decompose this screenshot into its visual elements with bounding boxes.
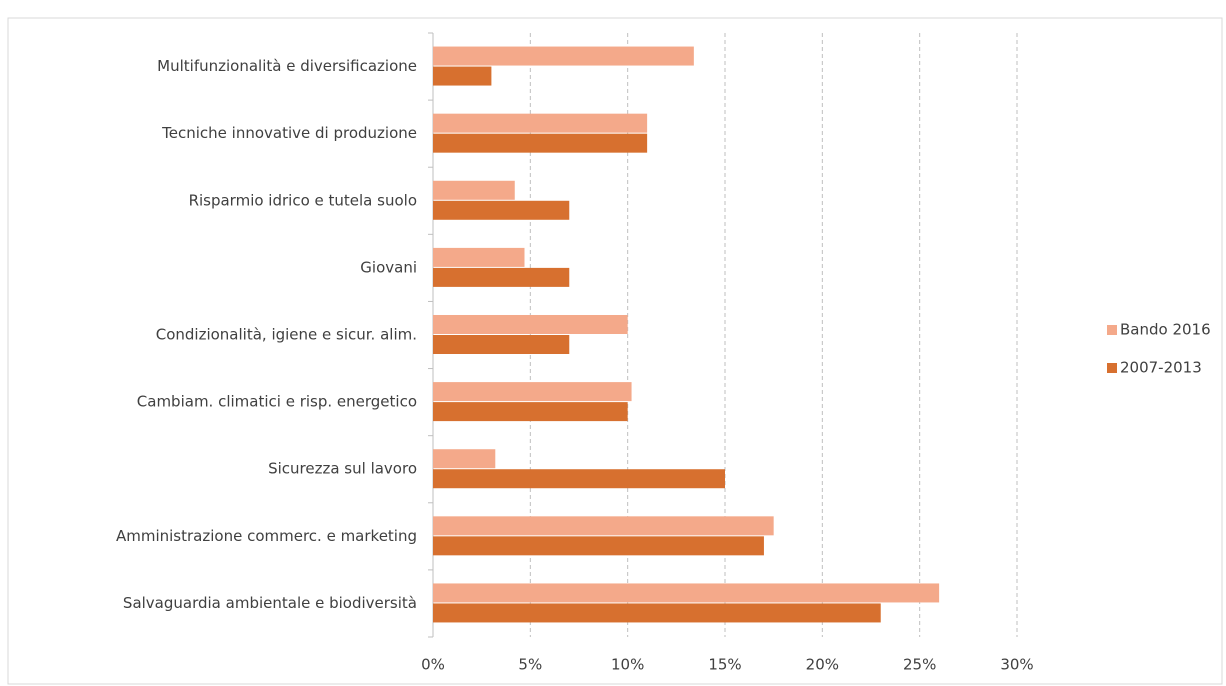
y-tick-label: Giovani — [360, 258, 417, 276]
bar — [433, 247, 525, 267]
legend-label: 2007-2013 — [1120, 359, 1202, 377]
legend-label: Bando 2016 — [1120, 321, 1211, 339]
bar — [433, 113, 648, 133]
bar — [433, 180, 515, 200]
bar — [433, 267, 570, 287]
y-tick-label: Risparmio idrico e tutela suolo — [189, 191, 417, 209]
bar — [433, 449, 496, 469]
y-tick-label: Multifunzionalità e diversificazione — [157, 57, 417, 75]
bar — [433, 66, 492, 86]
bar — [433, 402, 628, 422]
x-tick-label: 25% — [903, 656, 936, 674]
legend-swatch — [1107, 363, 1117, 373]
x-tick-label: 30% — [1000, 656, 1033, 674]
bar — [433, 516, 774, 536]
x-tick-label: 20% — [806, 656, 839, 674]
y-tick-label: Salvaguardia ambientale e biodiversità — [123, 594, 417, 612]
y-tick-label: Amministrazione commerc. e marketing — [116, 527, 417, 545]
bar — [433, 382, 632, 402]
y-tick-label: Sicurezza sul lavoro — [268, 460, 417, 478]
bar — [433, 133, 648, 153]
y-tick-label: Tecniche innovative di produzione — [161, 124, 417, 142]
bar — [433, 46, 694, 66]
x-tick-label: 10% — [611, 656, 644, 674]
bar — [433, 335, 570, 354]
x-tick-label: 0% — [421, 656, 445, 674]
x-tick-label: 15% — [708, 656, 741, 674]
bar — [433, 469, 725, 489]
x-tick-label: 5% — [518, 656, 542, 674]
bar — [433, 315, 628, 334]
bar — [433, 200, 570, 220]
y-tick-label: Cambiam. climatici e risp. energetico — [137, 393, 417, 411]
bar — [433, 603, 881, 623]
bar — [433, 536, 764, 556]
legend-swatch — [1107, 325, 1117, 335]
y-tick-label: Condizionalità, igiene e sicur. alim. — [156, 326, 417, 344]
bar — [433, 583, 940, 603]
